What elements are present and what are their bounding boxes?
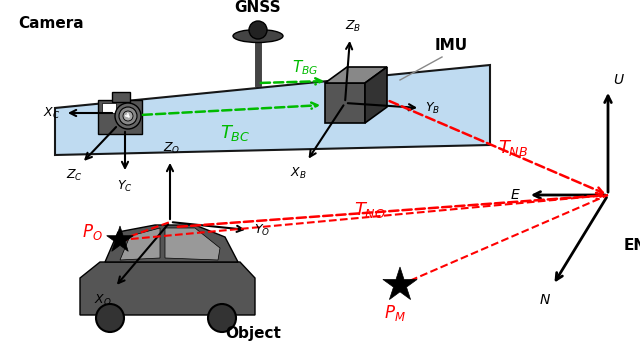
Text: $N$: $N$ (539, 293, 551, 307)
Text: Object: Object (225, 326, 281, 341)
Polygon shape (107, 226, 133, 251)
Text: $Z_O$: $Z_O$ (163, 140, 180, 155)
Text: IMU: IMU (435, 38, 468, 53)
Ellipse shape (233, 29, 283, 43)
Text: $\mathbf{\it T}_{NO}$: $\mathbf{\it T}_{NO}$ (354, 200, 386, 220)
Text: $\mathbf{\it T}_{BC}$: $\mathbf{\it T}_{BC}$ (220, 123, 250, 143)
Circle shape (249, 21, 267, 39)
Polygon shape (55, 65, 490, 155)
Text: $Y_C$: $Y_C$ (117, 178, 133, 193)
Text: $U$: $U$ (613, 73, 625, 87)
Text: $Z_B$: $Z_B$ (345, 19, 361, 34)
Text: Camera: Camera (18, 16, 84, 31)
Text: $\mathbf{\it T}_{BG}$: $\mathbf{\it T}_{BG}$ (292, 59, 318, 78)
Text: $\mathbf{\it T}_{NB}$: $\mathbf{\it T}_{NB}$ (498, 138, 528, 158)
Circle shape (123, 111, 133, 121)
Polygon shape (383, 267, 417, 299)
Polygon shape (365, 67, 387, 123)
Text: $E$: $E$ (509, 188, 520, 202)
Text: $X_C$: $X_C$ (44, 105, 61, 120)
Polygon shape (120, 228, 160, 260)
Circle shape (119, 107, 137, 125)
Polygon shape (105, 225, 238, 262)
Circle shape (115, 103, 141, 129)
Circle shape (208, 304, 236, 332)
Text: $Y_B$: $Y_B$ (426, 100, 440, 116)
Text: $\mathbf{\it P}_M$: $\mathbf{\it P}_M$ (384, 303, 406, 323)
Text: $X_B$: $X_B$ (290, 165, 307, 180)
Circle shape (96, 304, 124, 332)
Text: $Y_O$: $Y_O$ (254, 223, 270, 238)
Polygon shape (80, 262, 255, 315)
Polygon shape (165, 228, 220, 260)
FancyBboxPatch shape (112, 92, 130, 102)
Text: ENU: ENU (624, 238, 640, 253)
Polygon shape (325, 83, 365, 123)
Polygon shape (325, 67, 387, 83)
FancyBboxPatch shape (98, 100, 142, 134)
Text: $Z_C$: $Z_C$ (65, 167, 83, 182)
FancyBboxPatch shape (102, 103, 116, 113)
Text: $\mathbf{\it P}_O$: $\mathbf{\it P}_O$ (82, 222, 102, 242)
Text: $X_O$: $X_O$ (94, 293, 112, 308)
Text: GNSS: GNSS (235, 0, 282, 15)
